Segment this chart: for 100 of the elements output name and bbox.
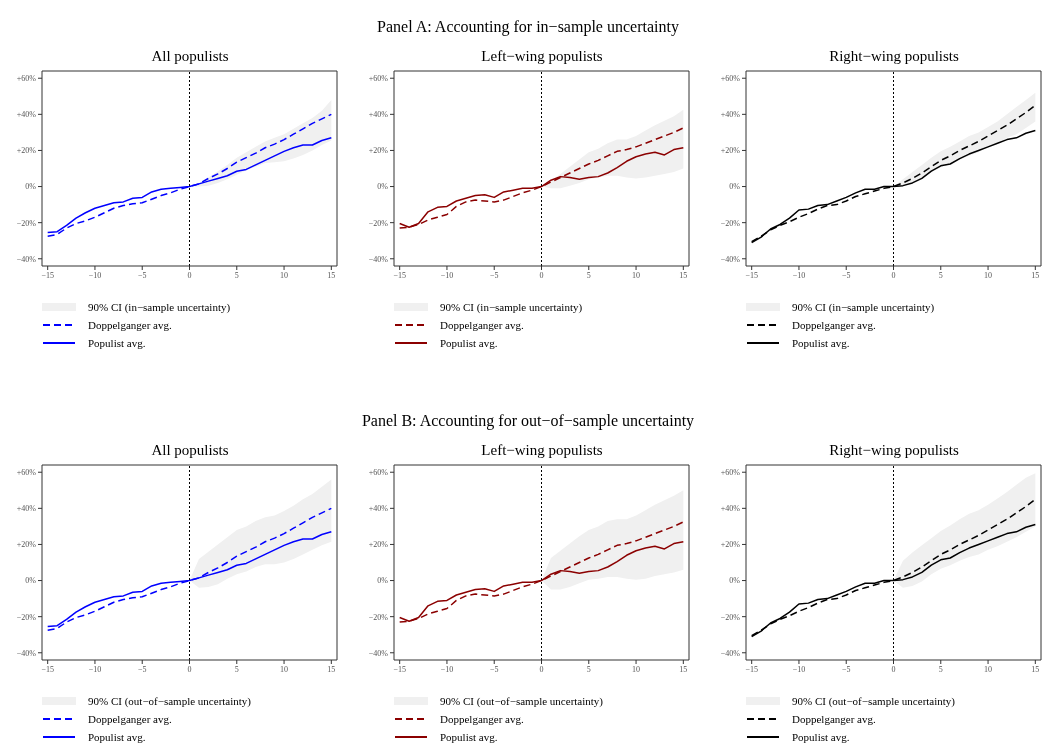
x-tick-label: 5 bbox=[586, 664, 591, 674]
x-tick-label: −10 bbox=[792, 270, 806, 280]
x-tick-label: 0 bbox=[539, 664, 544, 674]
legend-label: 90% CI (out−of−sample uncertainty) bbox=[440, 695, 604, 707]
y-tick-label: +60% bbox=[16, 74, 37, 84]
x-tick-label: −15 bbox=[393, 664, 406, 674]
y-tick-label: +60% bbox=[368, 74, 389, 84]
y-tick-label: +60% bbox=[720, 468, 741, 478]
y-tick-label: −20% bbox=[368, 218, 389, 228]
y-tick-label: 0% bbox=[377, 182, 389, 192]
x-tick-label: −5 bbox=[137, 270, 147, 280]
y-tick-label: +20% bbox=[16, 146, 37, 156]
chart-title: Right−wing populists bbox=[828, 441, 960, 460]
x-tick-label: −15 bbox=[41, 664, 54, 674]
legend-label: Populist avg. bbox=[440, 731, 498, 743]
y-tick-label: +20% bbox=[368, 146, 389, 156]
legend-label: 90% CI (out−of−sample uncertainty) bbox=[792, 695, 956, 707]
y-tick-label: +20% bbox=[720, 540, 741, 550]
x-tick-label: 15 bbox=[1031, 270, 1040, 280]
legend-label: 90% CI (out−of−sample uncertainty) bbox=[88, 695, 252, 707]
legend-label: Doppelganger avg. bbox=[88, 319, 172, 331]
line-series bbox=[46, 113, 333, 237]
x-tick-label: 0 bbox=[891, 270, 896, 280]
y-tick-label: +40% bbox=[16, 504, 37, 514]
legend-label: Doppelganger avg. bbox=[440, 319, 524, 331]
y-tick-label: −20% bbox=[16, 218, 37, 228]
legend-label: Populist avg. bbox=[440, 337, 498, 349]
x-tick-label: 10 bbox=[280, 270, 289, 280]
y-tick-label: +40% bbox=[720, 504, 741, 514]
x-tick-label: 10 bbox=[984, 664, 993, 674]
chart-title: Right−wing populists bbox=[828, 47, 960, 66]
y-tick-label: +40% bbox=[720, 110, 741, 120]
legend-label: 90% CI (in−sample uncertainty) bbox=[88, 301, 231, 313]
x-tick-label: −5 bbox=[841, 270, 851, 280]
legend-label: 90% CI (in−sample uncertainty) bbox=[440, 301, 583, 313]
x-tick-label: −10 bbox=[792, 664, 806, 674]
text: Panel B: Accounting for out−of−sample uncertainty bbox=[360, 412, 696, 430]
y-tick-label: −20% bbox=[720, 612, 741, 622]
y-tick-label: −20% bbox=[16, 612, 37, 622]
y-tick-label: −20% bbox=[720, 218, 741, 228]
chart-title: Left−wing populists bbox=[480, 47, 604, 66]
y-tick-label: +20% bbox=[720, 146, 741, 156]
legend-label: Populist avg. bbox=[88, 337, 146, 349]
y-tick-label: −20% bbox=[368, 612, 389, 622]
chart-title: All populists bbox=[150, 441, 230, 460]
y-tick-label: +40% bbox=[368, 110, 389, 120]
x-tick-label: −15 bbox=[745, 664, 758, 674]
x-tick-label: 15 bbox=[679, 270, 688, 280]
x-tick-label: 5 bbox=[234, 270, 239, 280]
chart-title: Left−wing populists bbox=[480, 441, 604, 460]
y-tick-label: 0% bbox=[25, 576, 37, 586]
line-series bbox=[398, 521, 685, 623]
x-tick-label: 10 bbox=[984, 270, 993, 280]
legend-label: Doppelganger avg. bbox=[440, 713, 524, 725]
y-tick-label: −40% bbox=[16, 648, 37, 658]
x-tick-label: 15 bbox=[1031, 664, 1040, 674]
x-tick-label: 0 bbox=[539, 270, 544, 280]
line-series bbox=[46, 507, 333, 631]
legend-label: Doppelganger avg. bbox=[792, 713, 876, 725]
x-tick-label: 5 bbox=[938, 270, 943, 280]
legend-label: Doppelganger avg. bbox=[88, 713, 172, 725]
legend-label: Populist avg. bbox=[792, 731, 850, 743]
y-tick-label: +40% bbox=[16, 110, 37, 120]
x-tick-label: 15 bbox=[327, 664, 336, 674]
y-tick-label: −40% bbox=[720, 254, 741, 264]
x-tick-label: 10 bbox=[280, 664, 289, 674]
chart-title: All populists bbox=[150, 47, 230, 66]
x-tick-label: −10 bbox=[440, 270, 454, 280]
x-tick-label: −5 bbox=[489, 664, 499, 674]
x-tick-label: 5 bbox=[938, 664, 943, 674]
x-tick-label: 10 bbox=[632, 664, 641, 674]
y-tick-label: 0% bbox=[377, 576, 389, 586]
legend-label: Populist avg. bbox=[88, 731, 146, 743]
x-tick-label: 0 bbox=[891, 664, 896, 674]
y-tick-label: 0% bbox=[729, 576, 741, 586]
y-tick-label: 0% bbox=[729, 182, 741, 192]
x-tick-label: −5 bbox=[841, 664, 851, 674]
y-tick-label: +60% bbox=[16, 468, 37, 478]
y-tick-label: +20% bbox=[368, 540, 389, 550]
y-tick-label: −40% bbox=[368, 254, 389, 264]
x-tick-label: −10 bbox=[88, 270, 102, 280]
legend-label: Doppelganger avg. bbox=[792, 319, 876, 331]
x-tick-label: −5 bbox=[137, 664, 147, 674]
line-series bbox=[398, 127, 685, 229]
y-tick-label: +60% bbox=[720, 74, 741, 84]
x-tick-label: 10 bbox=[632, 270, 641, 280]
x-tick-label: 0 bbox=[187, 664, 192, 674]
x-tick-label: −10 bbox=[440, 664, 454, 674]
x-tick-label: −10 bbox=[88, 664, 102, 674]
y-tick-label: −40% bbox=[16, 254, 37, 264]
x-tick-label: 15 bbox=[327, 270, 336, 280]
y-tick-label: +20% bbox=[16, 540, 37, 550]
x-tick-label: −15 bbox=[41, 270, 54, 280]
x-tick-label: 0 bbox=[187, 270, 192, 280]
x-tick-label: −15 bbox=[745, 270, 758, 280]
y-tick-label: −40% bbox=[368, 648, 389, 658]
y-tick-label: +60% bbox=[368, 468, 389, 478]
legend-label: Populist avg. bbox=[792, 337, 850, 349]
x-tick-label: −15 bbox=[393, 270, 406, 280]
y-tick-label: −40% bbox=[720, 648, 741, 658]
